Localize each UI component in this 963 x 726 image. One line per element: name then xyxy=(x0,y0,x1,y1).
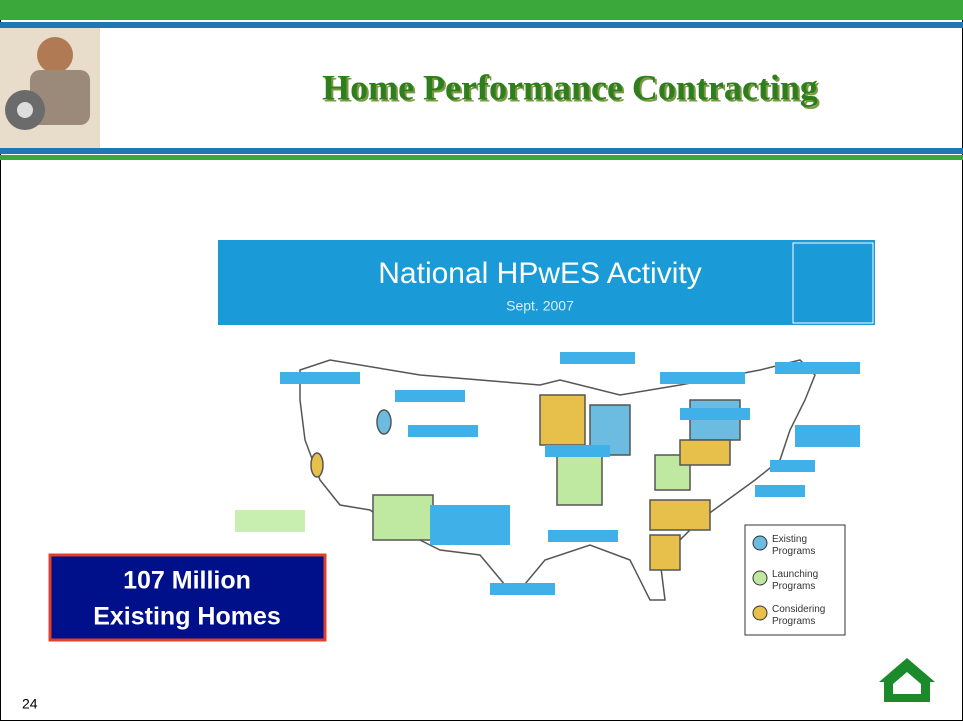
legend-swatch xyxy=(753,536,767,550)
slide-title: Home Performance Contracting xyxy=(322,67,818,107)
legend-swatch xyxy=(753,571,767,585)
callout-line: 107 Million xyxy=(123,567,251,595)
figure-title: National HPwES Activity xyxy=(378,257,701,290)
top-blue-line xyxy=(0,22,963,28)
energy-star-logo xyxy=(793,243,873,323)
slide: Home Performance Contracting Home Perfor… xyxy=(0,0,963,721)
callout-line: Existing Homes xyxy=(93,603,281,631)
figure-subtitle: Sept. 2007 xyxy=(506,298,574,314)
header-photo xyxy=(0,28,100,148)
top-green-band xyxy=(0,0,963,20)
page-number: 24 xyxy=(22,696,38,712)
header-blue-line xyxy=(0,148,963,154)
header-green-line xyxy=(0,155,963,160)
legend-swatch xyxy=(753,606,767,620)
